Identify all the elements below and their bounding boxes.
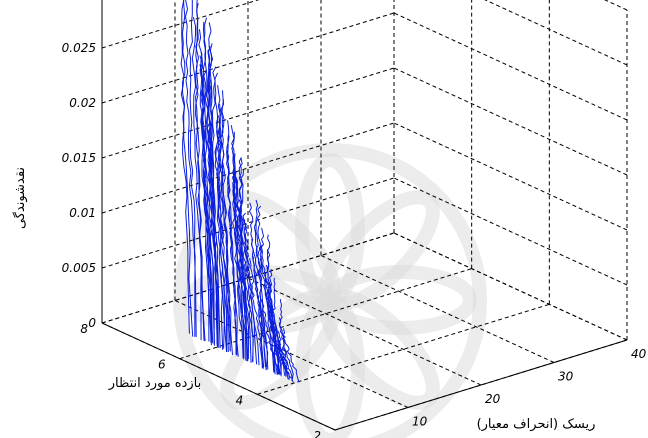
x-tick-label: 20 — [485, 392, 501, 406]
grid-line — [101, 12, 395, 104]
grid-line — [247, 277, 482, 386]
y-tick-label: 6 — [158, 358, 166, 372]
data-series — [180, 0, 300, 383]
z-tick-label: 0 — [88, 316, 96, 330]
grid-line — [393, 12, 628, 121]
series-line — [255, 219, 269, 370]
series-line — [214, 72, 226, 349]
z-tick-label: 0.025 — [62, 41, 96, 55]
series-line — [256, 205, 267, 370]
series-line — [202, 17, 214, 344]
grid-line — [101, 232, 395, 324]
watermark-seal — [173, 143, 487, 438]
grid-line — [320, 255, 555, 363]
x-tick-label: 40 — [631, 347, 647, 361]
series-line — [220, 90, 231, 352]
axes-box — [101, 0, 628, 431]
grid-line — [101, 67, 395, 159]
series-line — [226, 150, 237, 355]
series-line — [191, 16, 202, 341]
grid-line — [393, 232, 628, 341]
series-line — [199, 64, 212, 343]
z-tick-label: 0.005 — [62, 261, 96, 275]
series-line — [198, 29, 210, 342]
x-tick-label: 30 — [558, 370, 574, 384]
series-line — [209, 43, 219, 348]
series-line — [230, 125, 244, 359]
grid-line — [484, 0, 628, 66]
grid-line — [101, 0, 260, 49]
series-line — [188, 0, 197, 337]
series-line — [221, 99, 233, 355]
series-line — [251, 238, 266, 367]
series-line — [181, 0, 194, 337]
watermark-petal — [319, 190, 440, 311]
y-tick-label: 4 — [236, 393, 244, 407]
series-line — [194, 0, 205, 341]
y-axis-line — [101, 322, 336, 431]
series-line — [272, 277, 282, 377]
x-axis-label: ریسک (انحراف معیار) — [477, 417, 596, 432]
grid-line — [393, 177, 628, 286]
series-line — [249, 257, 264, 370]
watermark-ring — [173, 143, 487, 438]
series-line — [253, 199, 263, 369]
z-tick-label: 0.02 — [69, 96, 96, 110]
series-line — [233, 153, 250, 360]
z-tick-label: 0.015 — [62, 151, 96, 165]
series-line — [226, 120, 238, 356]
series-line — [217, 85, 228, 353]
series-line — [279, 299, 289, 380]
y-tick-label: 2 — [313, 429, 321, 438]
series-line — [207, 49, 218, 345]
series-line — [260, 227, 275, 373]
series-line — [242, 212, 254, 362]
grid-line — [393, 67, 628, 176]
z-tick-label: 0.01 — [69, 206, 96, 220]
chart-grid — [101, 0, 628, 431]
series-line — [238, 157, 252, 363]
tick-labels: 00.0050.010.0150.020.0250.03010203040246… — [62, 41, 647, 438]
grid-line — [604, 0, 628, 11]
grid-line — [101, 177, 395, 269]
z-axis-label: نقدشوندگی — [12, 167, 28, 229]
series-line — [248, 202, 265, 368]
series-line — [195, 2, 206, 342]
grid-line — [257, 303, 550, 395]
y-axis-label: بازده مورد انتظار — [108, 376, 202, 391]
y-tick-label: 8 — [80, 322, 88, 336]
series-line — [276, 330, 294, 380]
x-tick-label: 10 — [412, 415, 428, 429]
grid-line — [101, 122, 395, 214]
grid-line — [393, 122, 628, 231]
series-line — [232, 176, 248, 360]
series-line — [267, 234, 276, 375]
series-line — [184, 0, 196, 337]
x-axis-line — [334, 339, 628, 431]
series-line — [208, 22, 219, 346]
